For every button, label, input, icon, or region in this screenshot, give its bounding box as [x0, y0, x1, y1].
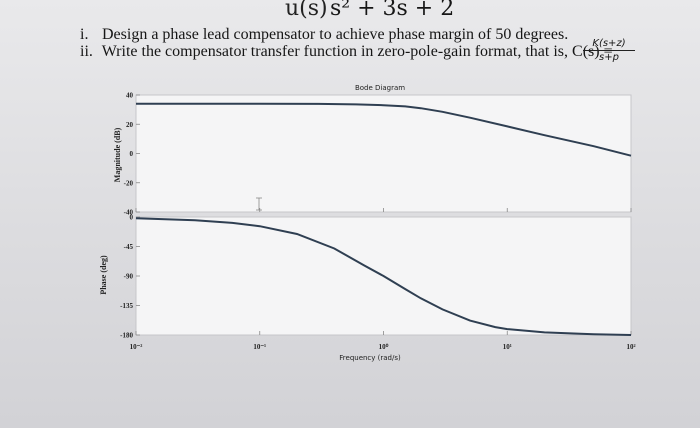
- chart-title: Bode Diagram: [355, 84, 405, 92]
- magnitude-y-tick-label: -20: [124, 179, 134, 187]
- x-tick-label: 10⁻²: [130, 343, 143, 351]
- magnitude-y-tick-label: 20: [126, 121, 134, 129]
- phase-y-tick-label: 0: [130, 214, 134, 222]
- compensator-numerator: K(s+z): [583, 38, 635, 51]
- transfer-function-denominator: u(s) s² + 3s + 2: [285, 0, 455, 21]
- question-1: i. Design a phase lead compensator to ac…: [80, 26, 568, 44]
- x-tick-label: 10¹: [503, 343, 512, 351]
- phase-y-label: Phase (deg): [99, 255, 108, 295]
- phase-curve: [135, 217, 632, 336]
- x-tick-label: 10⁻¹: [253, 343, 266, 351]
- phase-y-tick-label: -90: [124, 273, 134, 281]
- phase-y-tick-label: -135: [120, 302, 133, 310]
- question-1-number: i.: [80, 26, 89, 43]
- x-axis-label: Frequency (rad/s): [339, 354, 401, 362]
- magnitude-y-tick-label: -40: [124, 209, 134, 217]
- magnitude-y-tick-label: 40: [126, 92, 134, 100]
- transfer-function-text: s² + 3s + 2: [330, 0, 455, 21]
- magnitude-curve: [136, 102, 632, 157]
- x-tick-label: 10²: [626, 343, 635, 351]
- compensator-denominator: s+p: [599, 52, 619, 63]
- question-1-text: Design a phase lead compensator to achie…: [102, 26, 569, 43]
- question-2-text: Write the compensator transfer function …: [101, 43, 613, 60]
- magnitude-y-label: Magnitude (dB): [113, 127, 122, 182]
- phase-y-tick-label: -45: [124, 243, 134, 251]
- compensator-fraction: K(s+z) s+p: [583, 38, 635, 63]
- question-2: ii. Write the compensator transfer funct…: [80, 43, 613, 61]
- question-2-number: ii.: [80, 43, 93, 60]
- phase-y-tick-label: -180: [120, 332, 133, 340]
- transfer-function-fragment: u(s): [285, 0, 328, 21]
- magnitude-axes-box: [135, 94, 632, 213]
- magnitude-y-tick-label: 0: [130, 150, 134, 158]
- x-tick-label: 10⁰: [379, 343, 389, 351]
- pen-mark: [256, 197, 262, 211]
